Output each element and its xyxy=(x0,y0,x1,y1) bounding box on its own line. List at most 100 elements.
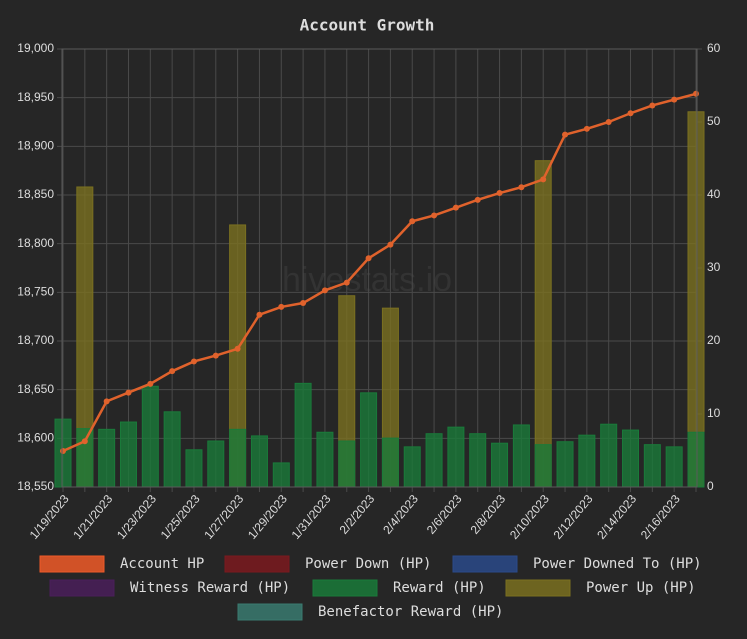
legend-label: Benefactor Reward (HP) xyxy=(318,604,503,620)
bar xyxy=(141,385,159,488)
bar xyxy=(338,440,356,488)
point xyxy=(169,368,176,375)
point xyxy=(409,218,416,225)
point xyxy=(125,389,132,396)
bar xyxy=(76,428,94,488)
bar xyxy=(469,433,487,488)
point xyxy=(147,380,154,387)
y2-tick-label: 0 xyxy=(707,479,714,493)
bar xyxy=(425,433,443,488)
y-tick-label: 18,550 xyxy=(17,479,54,493)
x-tick-label: 2/16/2023 xyxy=(638,492,683,542)
bar xyxy=(578,434,596,488)
legend-swatch xyxy=(452,555,518,573)
point xyxy=(234,345,241,352)
bar xyxy=(447,426,465,488)
bar xyxy=(643,444,661,488)
point xyxy=(518,184,525,191)
x-tick-label: 1/31/2023 xyxy=(289,492,334,542)
y2-tick-label: 40 xyxy=(707,187,721,201)
x-tick-label: 1/23/2023 xyxy=(114,492,159,542)
point xyxy=(431,212,438,219)
legend-label: Reward (HP) xyxy=(393,580,486,596)
bar xyxy=(119,421,137,488)
bar xyxy=(491,442,509,488)
point xyxy=(81,438,88,445)
bar xyxy=(272,462,290,488)
y-tick-label: 18,600 xyxy=(17,431,54,445)
legend-swatch xyxy=(39,555,105,573)
bar xyxy=(622,429,640,488)
point xyxy=(562,131,569,138)
legend-label: Account HP xyxy=(120,556,204,572)
x-tick-label: 1/27/2023 xyxy=(201,492,246,542)
legend-swatch xyxy=(505,579,571,597)
point xyxy=(540,176,547,183)
legend-swatch xyxy=(49,579,115,597)
point xyxy=(60,447,66,454)
x-tick-label: 2/4/2023 xyxy=(380,492,421,537)
y2-tick-label: 50 xyxy=(707,114,721,128)
bar xyxy=(229,428,247,488)
bar xyxy=(534,160,552,488)
bar xyxy=(534,444,552,488)
y-tick-label: 18,900 xyxy=(17,139,54,153)
bar xyxy=(381,437,399,488)
bar xyxy=(250,435,268,488)
line xyxy=(62,92,697,453)
point xyxy=(212,352,219,359)
point xyxy=(190,358,197,365)
point xyxy=(474,196,481,203)
x-tick-label: 2/14/2023 xyxy=(594,492,639,542)
x-tick-label: 2/6/2023 xyxy=(424,492,465,537)
point xyxy=(693,90,699,97)
bar xyxy=(665,446,683,488)
x-tick-label: 1/25/2023 xyxy=(158,492,203,542)
y-tick-label: 18,700 xyxy=(17,333,54,347)
bar xyxy=(207,440,225,488)
point xyxy=(605,119,612,125)
point xyxy=(387,241,394,248)
bar xyxy=(600,423,618,488)
bar xyxy=(316,431,334,488)
y-tick-label: 19,000 xyxy=(17,41,54,55)
legend-swatch xyxy=(312,579,378,597)
y-tick-label: 18,950 xyxy=(17,90,54,104)
bar xyxy=(98,428,116,488)
legend-label: Witness Reward (HP) xyxy=(130,580,290,596)
point xyxy=(627,110,634,117)
bar xyxy=(294,382,312,488)
y2-tick-label: 10 xyxy=(707,406,721,420)
x-tick-label: 2/10/2023 xyxy=(507,492,552,542)
point xyxy=(583,125,590,132)
point xyxy=(278,303,285,310)
point xyxy=(256,311,263,318)
point xyxy=(321,287,328,294)
point xyxy=(365,255,372,262)
y2-tick-label: 30 xyxy=(707,260,721,274)
y-tick-label: 18,750 xyxy=(17,285,54,299)
plot-frame xyxy=(61,48,698,488)
legend: Account HP Power Down (HP) Power Downed To… xyxy=(39,555,702,621)
bar xyxy=(687,431,705,488)
x-tick-label: 2/12/2023 xyxy=(551,492,596,542)
legend-label: Power Up (HP) xyxy=(586,580,696,596)
y-tick-label: 18,850 xyxy=(17,187,54,201)
chart-title: Account Growth xyxy=(300,16,435,35)
bar xyxy=(163,411,181,488)
point xyxy=(452,204,459,211)
bar xyxy=(403,446,421,488)
point xyxy=(649,102,656,109)
bar xyxy=(556,441,574,488)
legend-swatch xyxy=(224,555,290,573)
x-tick-label: 2/8/2023 xyxy=(468,492,509,537)
x-tick-label: 1/19/2023 xyxy=(27,492,72,542)
legend-label: Power Down (HP) xyxy=(305,556,431,572)
point xyxy=(671,96,678,103)
point xyxy=(103,398,110,405)
point xyxy=(300,300,307,307)
y2-tick-label: 60 xyxy=(707,41,721,55)
bar xyxy=(512,424,530,488)
bar xyxy=(360,392,378,488)
watermark: hivestats.io xyxy=(282,261,452,299)
